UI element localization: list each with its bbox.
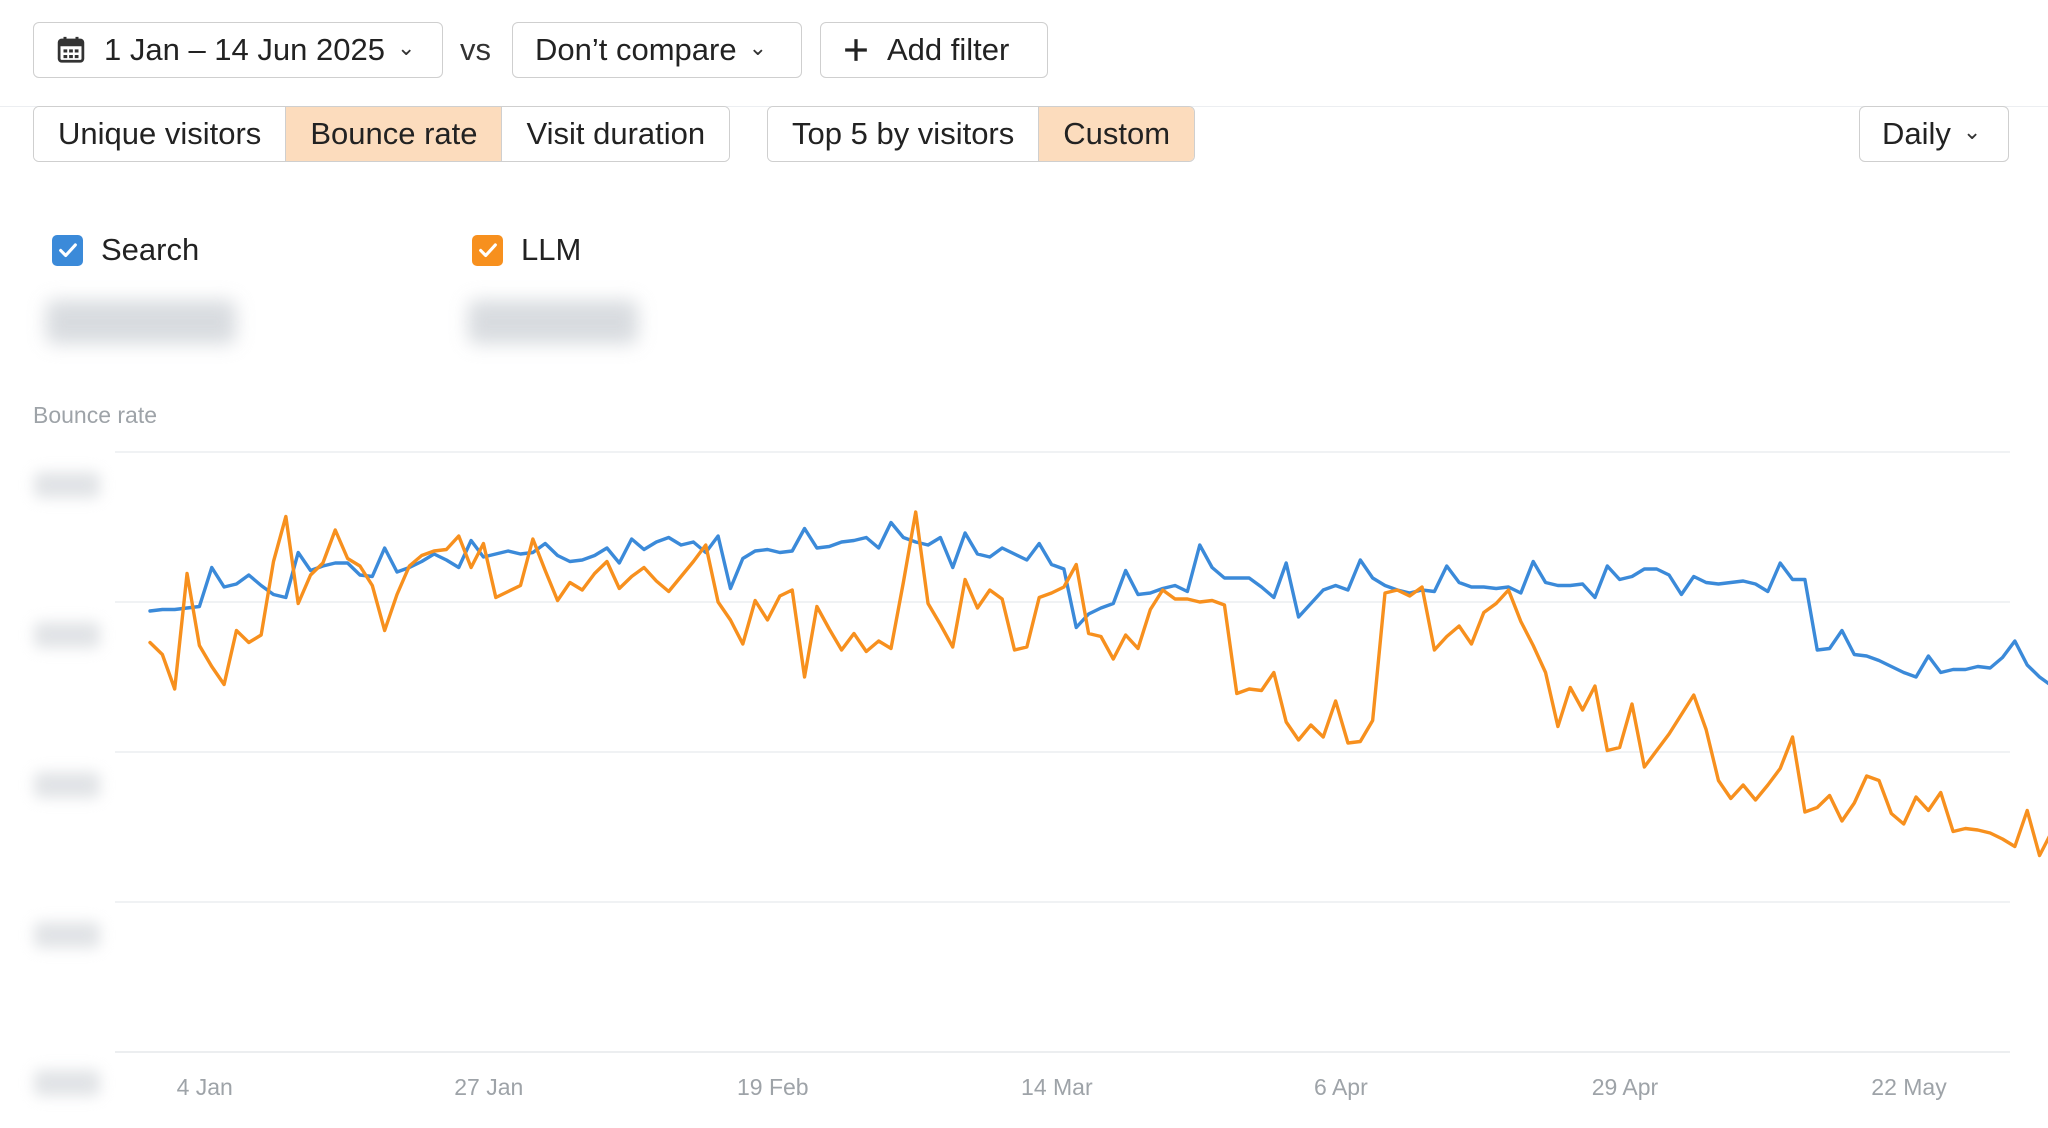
legend-item-search[interactable]: Search (52, 232, 199, 268)
plus-icon (843, 37, 869, 63)
series-line-search (148, 520, 2048, 686)
group-tabs: Top 5 by visitors Custom (767, 106, 1196, 162)
tab-unique-visitors[interactable]: Unique visitors (34, 107, 287, 161)
y-tick-redacted (34, 772, 100, 798)
search-summary-value-redacted (46, 300, 236, 344)
x-tick-label: 4 Jan (177, 1074, 233, 1100)
llm-summary-value-redacted (468, 300, 638, 344)
x-tick-label: 22 May (1871, 1074, 1947, 1100)
tab-bounce-rate[interactable]: Bounce rate (286, 107, 503, 161)
tab-custom[interactable]: Custom (1039, 107, 1195, 161)
chevron-down-icon: ⌄ (748, 35, 768, 60)
x-tick-label: 14 Mar (1021, 1074, 1093, 1100)
calendar-icon (56, 35, 86, 65)
interval-label: Daily (1882, 116, 1951, 151)
legend-item-llm[interactable]: LLM (472, 232, 581, 268)
legend-label-search: Search (101, 232, 200, 267)
y-tick-redacted (34, 622, 100, 648)
date-range-label: 1 Jan – 14 Jun 2025 (104, 32, 385, 67)
y-tick-redacted (34, 1070, 100, 1096)
interval-dropdown[interactable]: Daily ⌄ (1859, 106, 2009, 162)
tab-visit-duration[interactable]: Visit duration (502, 107, 730, 161)
search-checkbox[interactable] (52, 234, 83, 266)
compare-dropdown[interactable]: Don’t compare ⌄ (512, 22, 802, 78)
x-tick-label: 27 Jan (454, 1074, 523, 1100)
add-filter-button[interactable]: Add filter (820, 22, 1048, 78)
legend-label-llm: LLM (521, 232, 582, 267)
llm-checkbox[interactable] (472, 234, 503, 266)
y-tick-redacted (34, 922, 100, 948)
chevron-down-icon: ⌄ (1962, 119, 1982, 144)
chevron-down-icon: ⌄ (396, 35, 416, 60)
compare-label: Don’t compare (535, 32, 737, 67)
checkmark-icon (478, 243, 497, 258)
vs-label: vs (460, 32, 491, 67)
metric-tabs: Unique visitors Bounce rate Visit durati… (33, 106, 731, 162)
y-axis-title: Bounce rate (33, 402, 158, 428)
series-line-llm (148, 510, 2048, 858)
add-filter-label: Add filter (887, 32, 1010, 67)
x-tick-label: 6 Apr (1314, 1074, 1368, 1100)
x-tick-label: 29 Apr (1592, 1074, 1659, 1100)
x-tick-label: 19 Feb (737, 1074, 809, 1100)
tab-top-5-by-visitors[interactable]: Top 5 by visitors (768, 107, 1040, 161)
date-range-picker[interactable]: 1 Jan – 14 Jun 2025 ⌄ (33, 22, 443, 78)
y-tick-redacted (34, 472, 100, 498)
checkmark-icon (58, 243, 77, 258)
